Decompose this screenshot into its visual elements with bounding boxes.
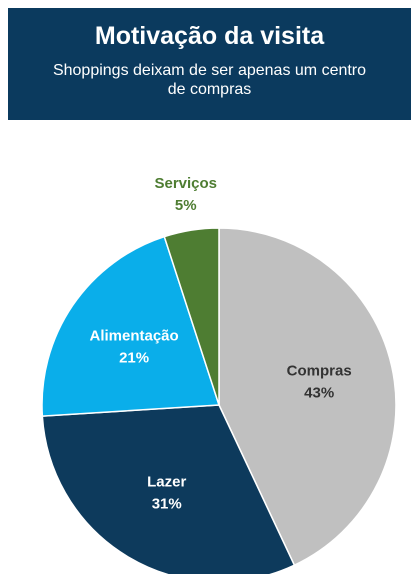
chart-subtitle: Shoppings deixam de ser apenas um centro… <box>52 62 367 98</box>
slice-label: Compras <box>287 363 352 380</box>
slice-label: Serviços <box>154 175 217 192</box>
pie-slice <box>41 235 221 417</box>
pie-slice <box>218 227 397 567</box>
slice-value-label: 5% <box>175 197 197 214</box>
pie-slice <box>163 227 220 406</box>
pie-slice <box>41 404 296 574</box>
header: Motivação da visita Shoppings deixam de … <box>8 8 411 120</box>
chart-title: Motivação da visita <box>94 22 325 50</box>
slice-value-label: 43% <box>304 385 334 402</box>
slice-value-label: 21% <box>119 349 149 366</box>
slice-value-label: 31% <box>152 495 182 512</box>
slice-label: Alimentação <box>89 327 178 344</box>
slice-label: Lazer <box>147 473 186 490</box>
